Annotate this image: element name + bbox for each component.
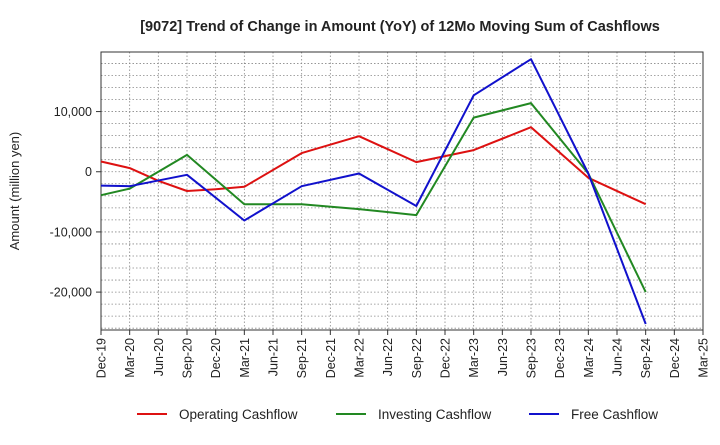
legend-label-operating-cashflow: Operating Cashflow <box>179 407 298 422</box>
y-axis-label: Amount (million yen) <box>7 132 22 251</box>
x-tick-label: Dec-20 <box>209 338 223 378</box>
x-tick-label: Mar-20 <box>123 338 137 378</box>
x-tick-label: Jun-20 <box>152 338 166 376</box>
x-tick-label: Mar-21 <box>238 338 252 378</box>
x-axis-ticks: Dec-19 Mar-20 Jun-20 Sep-20 Dec-20 Mar-21 Jun-… <box>95 330 711 378</box>
chart-title: [9072] Trend of Change in Amount (YoY) o… <box>140 19 660 35</box>
x-tick-label: Sep-24 <box>639 338 653 378</box>
x-tick-label: Jun-21 <box>267 338 281 376</box>
x-tick-label: Dec-21 <box>324 338 338 378</box>
x-tick-label: Mar-24 <box>582 338 596 378</box>
y-tick-label: -10,000 <box>50 225 92 239</box>
x-tick-label: Mar-22 <box>353 338 367 378</box>
series-lines <box>100 58 647 325</box>
y-axis-ticks: 10,000 0 -10,000 -20,000 <box>50 105 101 300</box>
x-tick-label: Sep-20 <box>181 338 195 378</box>
plot-area-frame <box>100 51 704 331</box>
series-line-investing-cashflow <box>100 102 647 293</box>
y-tick-label: 10,000 <box>54 105 92 119</box>
x-tick-label: Sep-22 <box>410 338 424 378</box>
x-tick-label: Dec-24 <box>668 338 682 378</box>
x-tick-label: Dec-22 <box>439 338 453 378</box>
legend: Operating Cashflow Investing Cashflow Free… <box>137 407 658 422</box>
x-tick-label: Jun-22 <box>381 338 395 376</box>
grid-lines <box>100 52 704 330</box>
series-line-operating-cashflow <box>100 126 647 206</box>
x-tick-label: Jun-24 <box>611 338 625 376</box>
series-line-free-cashflow <box>100 58 647 325</box>
x-tick-label: Dec-23 <box>553 338 567 378</box>
x-tick-label: Sep-23 <box>525 338 539 378</box>
x-tick-label: Dec-19 <box>95 338 109 378</box>
y-tick-label: -20,000 <box>50 286 92 300</box>
legend-label-investing-cashflow: Investing Cashflow <box>378 407 492 422</box>
x-tick-label: Mar-23 <box>467 338 481 378</box>
x-tick-label: Mar-25 <box>697 338 711 378</box>
legend-label-free-cashflow: Free Cashflow <box>571 407 658 422</box>
x-tick-label: Sep-21 <box>295 338 309 378</box>
x-tick-label: Jun-23 <box>496 338 510 376</box>
y-tick-label: 0 <box>85 165 92 179</box>
